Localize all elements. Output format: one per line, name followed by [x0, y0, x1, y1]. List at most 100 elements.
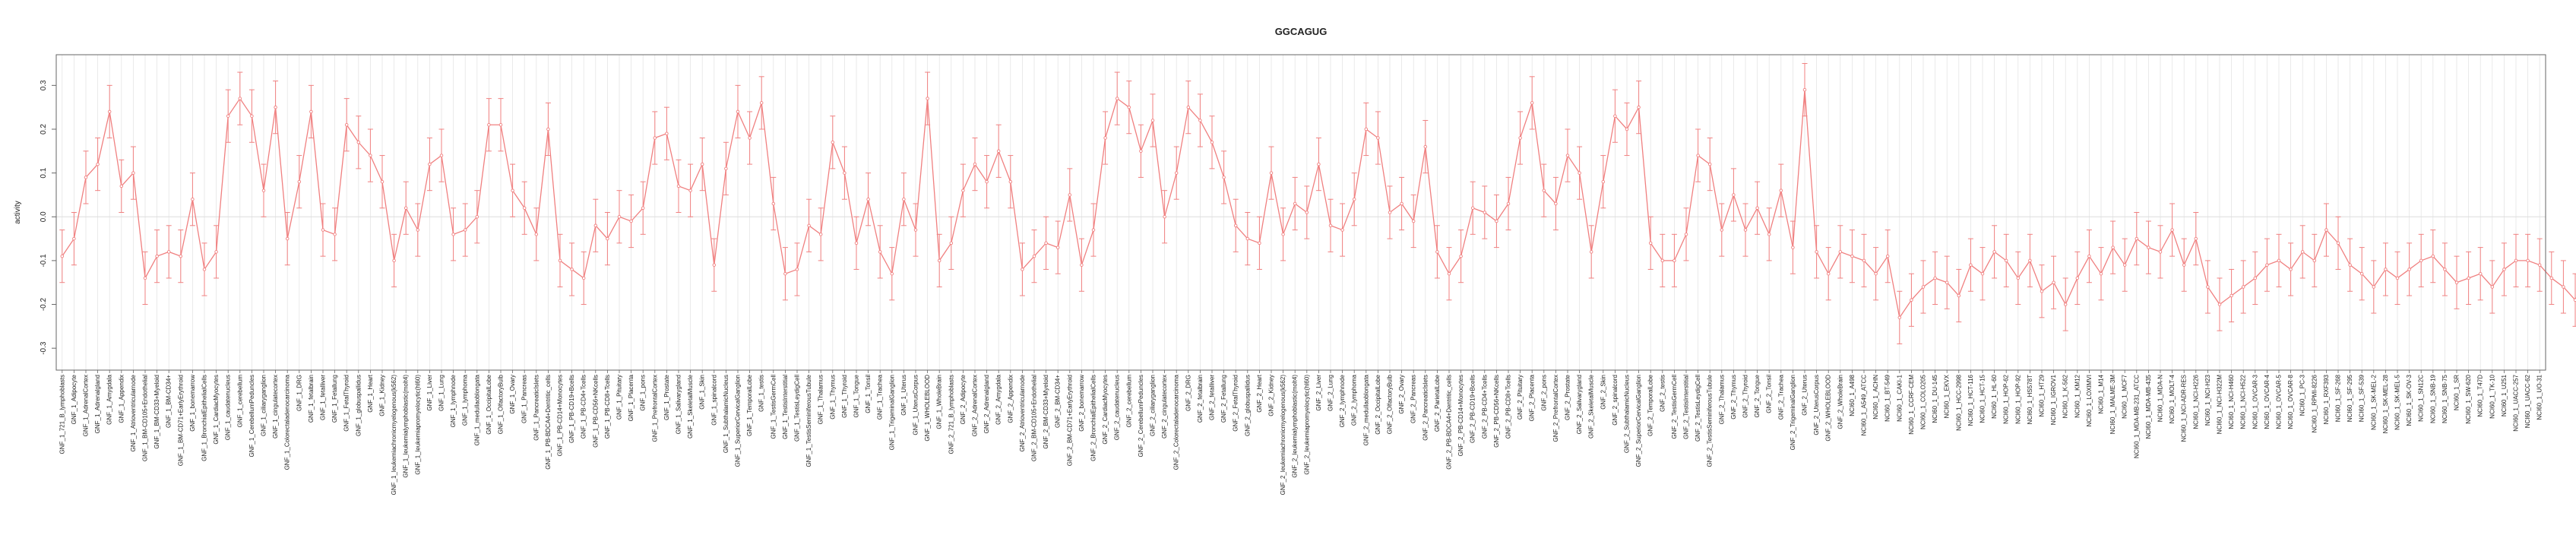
x-tick-label: GNF_2_Adipocyte [960, 374, 967, 424]
data-point-106 [1318, 163, 1321, 166]
x-tick-label: GNF_2_BM-CD71+EarlyErythroid [1066, 375, 1073, 466]
data-point-201 [2444, 268, 2447, 271]
data-point-198 [2408, 268, 2411, 271]
data-point-108 [1341, 229, 1344, 232]
x-tick-label: GNF_1_Amygdala [106, 374, 113, 424]
x-tick-label: GNF_1_lymphnode [450, 374, 457, 427]
x-tick-label: GNF_1_Tongue [853, 374, 860, 417]
x-tick-label: GNF_2_leukemialymphoblastic(molt4) [1292, 375, 1299, 478]
x-tick-label: GNF_2_Uterus [1802, 375, 1809, 416]
x-tick-label: GNF_2_Adrenalgland [983, 375, 990, 433]
data-point-83 [1045, 242, 1048, 245]
data-point-34 [464, 229, 467, 232]
x-tick-label: GNF_1_Thalamus [818, 375, 824, 424]
x-tick-label: NCI60_1_MCF7 [2122, 374, 2128, 418]
data-point-169 [2064, 303, 2067, 306]
x-tick-label: GNF_1_bonemarrow [189, 375, 196, 432]
data-point-85 [1068, 194, 1071, 197]
x-tick-label: GNF_2_WHOLEBLOOD [1825, 375, 1832, 442]
data-point-119 [1471, 207, 1474, 210]
x-tick-label: GNF_1_Salivarygland [676, 375, 682, 434]
data-point-93 [1163, 215, 1166, 218]
x-tick-label: GNF_2_pons [1540, 375, 1547, 411]
data-point-46 [606, 237, 609, 240]
data-point-52 [677, 185, 680, 188]
data-point-104 [1293, 202, 1296, 205]
data-point-141 [1733, 194, 1736, 197]
error-bars [59, 64, 2576, 344]
data-point-188 [2290, 268, 2293, 271]
x-tick-label: NCI60_1_MOLT-4 [2169, 374, 2176, 423]
x-tick-label: GNF_2_Tongue [1754, 374, 1761, 417]
data-point-165 [2017, 277, 2020, 280]
x-tick-label: NCI60_1_SR [2454, 375, 2460, 410]
data-point-152 [1862, 259, 1866, 262]
x-tick-label: NCI60_1_RXF393 [2323, 374, 2330, 424]
x-tick-label: GNF_2_Pancreas [1410, 375, 1417, 423]
data-point-208 [2527, 259, 2530, 262]
data-point-6 [132, 172, 135, 175]
data-point-191 [2325, 229, 2328, 232]
data-point-59 [760, 102, 763, 105]
x-tick-label: NCI60_1_SK-MEL-2 [2370, 374, 2377, 429]
x-tick-label: GNF_2_TestisLeydigCell [1695, 375, 1701, 442]
x-tick-label: NCI60_1_UO-31 [2536, 374, 2543, 420]
x-tick-label: GNF_1_Kidney [379, 375, 386, 416]
x-tick-label: GNF_2_OccipitalLobe [1375, 374, 1381, 434]
series-line [62, 90, 2576, 318]
data-point-58 [748, 137, 752, 140]
x-tick-label: GNF_1_Lung [438, 375, 445, 411]
x-tick-label: GNF_1_PB-CD19+Bcells [568, 375, 575, 443]
x-tick-label: GNF_2_Atrioventricularnode [1019, 374, 1026, 451]
x-tick-label: GNF_2_Skin [1600, 375, 1606, 410]
data-point-84 [1056, 246, 1059, 249]
x-tick-label: NCI60_1_NCI-ADR-RES [2181, 375, 2188, 442]
data-point-54 [701, 163, 704, 166]
data-point-64 [819, 233, 822, 236]
x-tick-label: NCI60_1_CCRF-CEM [1908, 375, 1915, 435]
data-point-140 [1720, 229, 1723, 232]
data-point-78 [986, 180, 989, 183]
data-point-114 [1412, 220, 1415, 223]
data-point-42 [559, 259, 562, 262]
x-tick-label: NCI60_1_SF-295 [2347, 374, 2353, 422]
x-tick-label: GNF_1_TestisSeminiferousTubule [805, 374, 812, 467]
x-tick-label: GNF_1_lymphoma [462, 374, 469, 426]
x-tick-label: GNF_2_Lung [1328, 375, 1334, 411]
x-tick-label: GNF_2_Fetallung [1220, 375, 1227, 423]
x-tick-label: GNF_2_Prostate [1565, 374, 1571, 420]
data-point-86 [1081, 264, 1084, 267]
data-point-163 [1993, 251, 1996, 254]
x-tick-label: GNF_1_BM-CD33+Myeloid [153, 375, 160, 449]
x-tick-label: GNF_1_PancreaticIslets [533, 375, 540, 441]
data-point-149 [1827, 272, 1830, 275]
x-tick-label: NCI60_1_T47D [2477, 375, 2484, 417]
x-tick-label: GNF_2_BM-CD105+Endothelial [1031, 375, 1038, 461]
x-tick-label: GNF_1_ciliaryganglion [261, 375, 267, 436]
data-point-5 [120, 185, 123, 188]
x-tick-label: NCI60_1_SK-MEL-28 [2382, 374, 2389, 433]
data-point-102 [1270, 172, 1273, 175]
x-tick-label: GNF_2_SubthalamicNucleus [1624, 375, 1631, 453]
x-tick-label: NCI60_1_OVCAR-5 [2276, 374, 2283, 429]
x-tick-label: GNF_2_fetalliver [1209, 375, 1216, 420]
x-tick-label: GNF_2_bonemarrow [1078, 375, 1085, 432]
x-tick-label: GNF_2_PrefrontalCortex [1552, 375, 1559, 442]
x-tick-label: GNF_1_Pancreas [521, 375, 528, 423]
x-tick-label: GNF_1_leukemiachronicmyelogenous(k562) [391, 375, 397, 496]
x-tick-label: NCI60_1_HOP-92 [2014, 374, 2021, 423]
x-tick-label: GNF_2_BM-CD33+Myeloid [1043, 375, 1049, 449]
data-point-183 [2230, 294, 2233, 297]
data-point-202 [2455, 281, 2458, 284]
data-point-120 [1483, 211, 1486, 214]
data-point-193 [2349, 264, 2352, 267]
data-point-19 [286, 237, 289, 240]
data-point-123 [1519, 137, 1522, 140]
data-point-153 [1875, 272, 1878, 275]
x-tick-label: GNF_2_Appendix [1007, 375, 1014, 423]
data-point-199 [2419, 259, 2423, 262]
x-tick-label: GNF_2_AdrenalCortex [972, 375, 979, 436]
y-tick-label: -0.2 [40, 297, 48, 311]
x-tick-label: GNF_2_medullaoblongata [1362, 374, 1369, 445]
x-tick-label: GNF_2_Heart [1256, 374, 1263, 413]
